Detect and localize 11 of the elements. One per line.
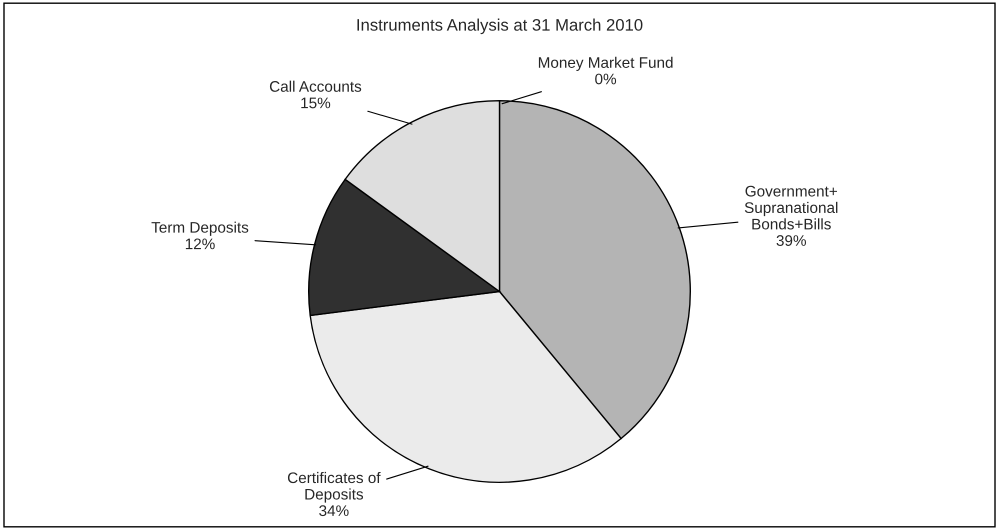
text: 0% — [595, 74, 616, 84]
slice-label: Term Deposits — [152, 222, 248, 236]
category-label: Money Market Fund — [538, 56, 673, 71]
data-label: 12% — [186, 238, 215, 250]
chart-title: Instruments Analysis at 31 March 2010 — [357, 18, 642, 34]
data-label: 39% — [776, 235, 806, 246]
slice-label: Call Accounts — [270, 80, 362, 92]
data-label: 34% — [319, 505, 349, 516]
slice-label: Certificates of Deposits — [288, 472, 381, 503]
slice-label: Government+ Supranational Bonds+Bills — [744, 186, 838, 230]
data-label: 15% — [301, 98, 330, 108]
